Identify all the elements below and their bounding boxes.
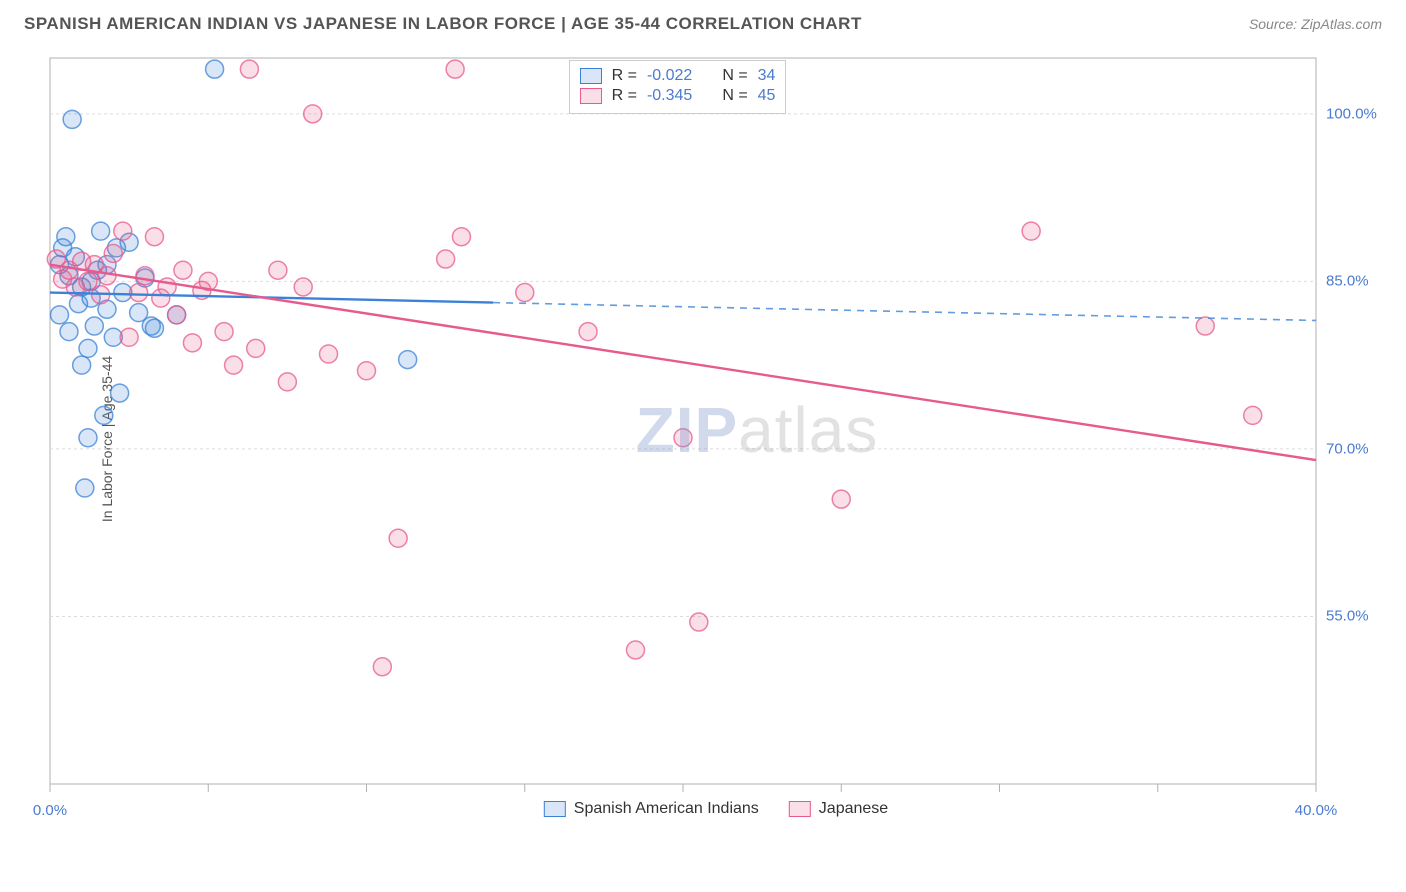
series-legend: Spanish American Indians Japanese: [544, 800, 888, 818]
r-value: -0.345: [647, 87, 692, 105]
series-name: Japanese: [819, 800, 888, 818]
correlation-legend: R = -0.022 N = 34 R = -0.345 N = 45: [569, 60, 787, 114]
chart-title: SPANISH AMERICAN INDIAN VS JAPANESE IN L…: [24, 14, 862, 34]
y-tick-label: 100.0%: [1326, 105, 1386, 122]
series-name: Spanish American Indians: [574, 800, 759, 818]
stat-legend-row: R = -0.345 N = 45: [580, 87, 776, 105]
n-value: 45: [758, 87, 776, 105]
x-tick-label: 40.0%: [1295, 802, 1338, 819]
r-label: R =: [612, 87, 637, 105]
n-label: N =: [722, 67, 747, 85]
n-label: N =: [722, 87, 747, 105]
series-legend-item: Japanese: [789, 800, 888, 818]
y-tick-label: 55.0%: [1326, 608, 1386, 625]
r-value: -0.022: [647, 67, 692, 85]
scatter-plot: [46, 54, 1386, 824]
legend-swatch: [789, 801, 811, 817]
legend-swatch: [580, 68, 602, 84]
y-tick-label: 70.0%: [1326, 440, 1386, 457]
x-tick-label: 0.0%: [33, 802, 67, 819]
legend-swatch: [580, 88, 602, 104]
legend-swatch: [544, 801, 566, 817]
y-tick-label: 85.0%: [1326, 273, 1386, 290]
stat-legend-row: R = -0.022 N = 34: [580, 67, 776, 85]
r-label: R =: [612, 67, 637, 85]
n-value: 34: [758, 67, 776, 85]
source-label: Source: ZipAtlas.com: [1249, 16, 1382, 32]
chart-area: In Labor Force | Age 35-44 ZIPatlas R =-…: [46, 54, 1386, 824]
series-legend-item: Spanish American Indians: [544, 800, 759, 818]
